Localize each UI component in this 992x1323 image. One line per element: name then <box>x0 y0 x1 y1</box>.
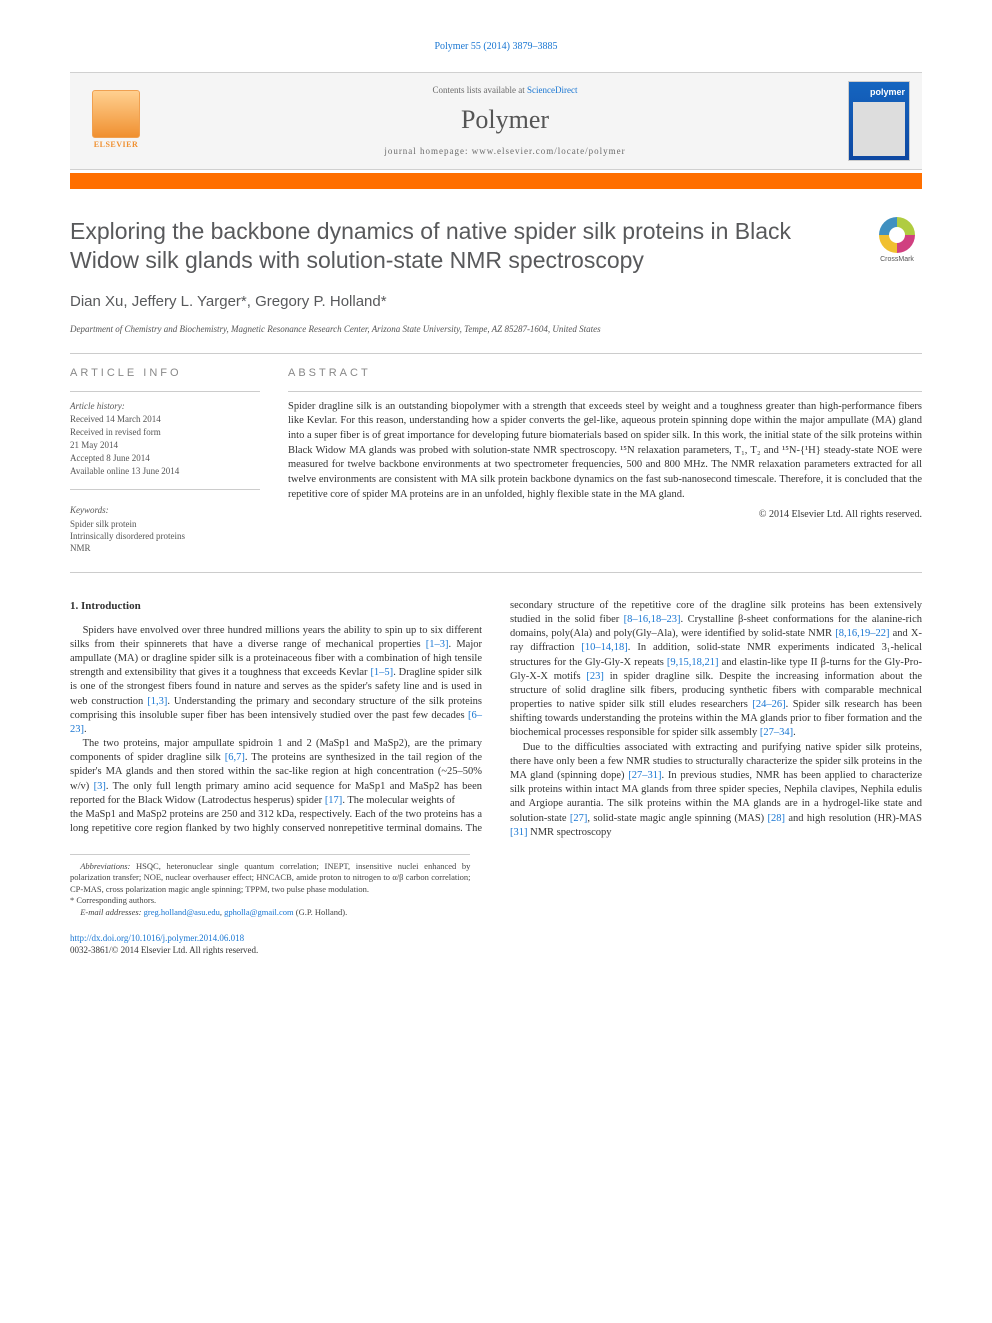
divider <box>288 391 922 392</box>
homepage-prefix: journal homepage: <box>384 146 471 156</box>
accent-bar <box>70 173 922 189</box>
crossmark-icon <box>879 217 915 253</box>
elsevier-tree-icon <box>92 90 140 138</box>
history-item: Available online 13 June 2014 <box>70 465 260 477</box>
corresponding-footnote: * Corresponding authors. <box>70 895 470 906</box>
page-footer: http://dx.doi.org/10.1016/j.polymer.2014… <box>70 932 922 956</box>
issn-copyright: 0032-3861/© 2014 Elsevier Ltd. All right… <box>70 944 922 956</box>
abbrev-text: HSQC, heteronuclear single quantum corre… <box>70 861 470 894</box>
history-item: 21 May 2014 <box>70 439 260 451</box>
journal-header: ELSEVIER Contents lists available at Sci… <box>70 72 922 170</box>
crossmark-badge[interactable]: CrossMark <box>872 217 922 267</box>
section-heading: 1. Introduction <box>70 599 482 614</box>
footnotes: Abbreviations: HSQC, heteronuclear singl… <box>70 854 470 918</box>
email-label: E-mail addresses: <box>80 907 143 917</box>
contents-prefix: Contents lists available at <box>433 85 527 95</box>
keyword: Spider silk protein <box>70 518 260 530</box>
keyword: Intrinsically disordered proteins <box>70 530 260 542</box>
article-header: Exploring the backbone dynamics of nativ… <box>70 217 922 293</box>
homepage-line: journal homepage: www.elsevier.com/locat… <box>162 145 848 157</box>
keywords-label: Keywords: <box>70 504 260 516</box>
doi-link[interactable]: http://dx.doi.org/10.1016/j.polymer.2014… <box>70 932 922 944</box>
keywords-block: Keywords: Spider silk protein Intrinsica… <box>70 504 260 554</box>
divider <box>70 572 922 573</box>
journal-title: Polymer <box>162 102 848 137</box>
history-item: Accepted 8 June 2014 <box>70 452 260 464</box>
abstract-head: ABSTRACT <box>288 366 922 381</box>
article-info-col: ARTICLE INFO Article history: Received 1… <box>70 366 260 554</box>
divider <box>70 353 922 354</box>
body-paragraph: The two proteins, major ampullate spidro… <box>70 737 482 808</box>
homepage-url[interactable]: www.elsevier.com/locate/polymer <box>472 146 626 156</box>
authors: Dian Xu, Jeffery L. Yarger*, Gregory P. … <box>70 292 922 312</box>
sciencedirect-link[interactable]: ScienceDirect <box>527 85 577 95</box>
email-suffix: (G.P. Holland). <box>294 907 348 917</box>
author-email[interactable]: gpholla@gmail.com <box>224 907 293 917</box>
contents-line: Contents lists available at ScienceDirec… <box>162 84 848 96</box>
abbrev-label: Abbreviations: <box>80 861 130 871</box>
history-item: Received 14 March 2014 <box>70 413 260 425</box>
body-paragraph: Spiders have envolved over three hundred… <box>70 624 482 737</box>
email-footnote: E-mail addresses: greg.holland@asu.edu, … <box>70 907 470 918</box>
keyword: NMR <box>70 542 260 554</box>
abstract-col: ABSTRACT Spider dragline silk is an outs… <box>288 366 922 554</box>
divider <box>70 391 260 392</box>
body-paragraph: Due to the difficulties associated with … <box>510 741 922 840</box>
journal-reference: Polymer 55 (2014) 3879–3885 <box>70 40 922 54</box>
elsevier-logo[interactable]: ELSEVIER <box>82 87 150 155</box>
journal-cover-label: polymer <box>853 86 905 98</box>
history-label: Article history: <box>70 400 260 412</box>
article-info-abstract: ARTICLE INFO Article history: Received 1… <box>70 366 922 554</box>
journal-cover-thumb[interactable]: polymer <box>848 81 910 161</box>
article-title: Exploring the backbone dynamics of nativ… <box>70 217 856 277</box>
journal-cover-image <box>853 102 905 156</box>
divider <box>70 489 260 490</box>
article-info-head: ARTICLE INFO <box>70 366 260 381</box>
history-item: Received in revised form <box>70 426 260 438</box>
abstract-text: Spider dragline silk is an outstanding b… <box>288 400 922 503</box>
affiliation: Department of Chemistry and Biochemistry… <box>70 323 922 335</box>
abbreviations-footnote: Abbreviations: HSQC, heteronuclear singl… <box>70 861 470 895</box>
header-center: Contents lists available at ScienceDirec… <box>162 84 848 157</box>
crossmark-label: CrossMark <box>880 255 914 264</box>
abstract-copyright: © 2014 Elsevier Ltd. All rights reserved… <box>288 508 922 522</box>
publisher-name: ELSEVIER <box>94 140 138 151</box>
author-email[interactable]: greg.holland@asu.edu <box>144 907 220 917</box>
body-columns: 1. Introduction Spiders have envolved ov… <box>70 599 922 840</box>
